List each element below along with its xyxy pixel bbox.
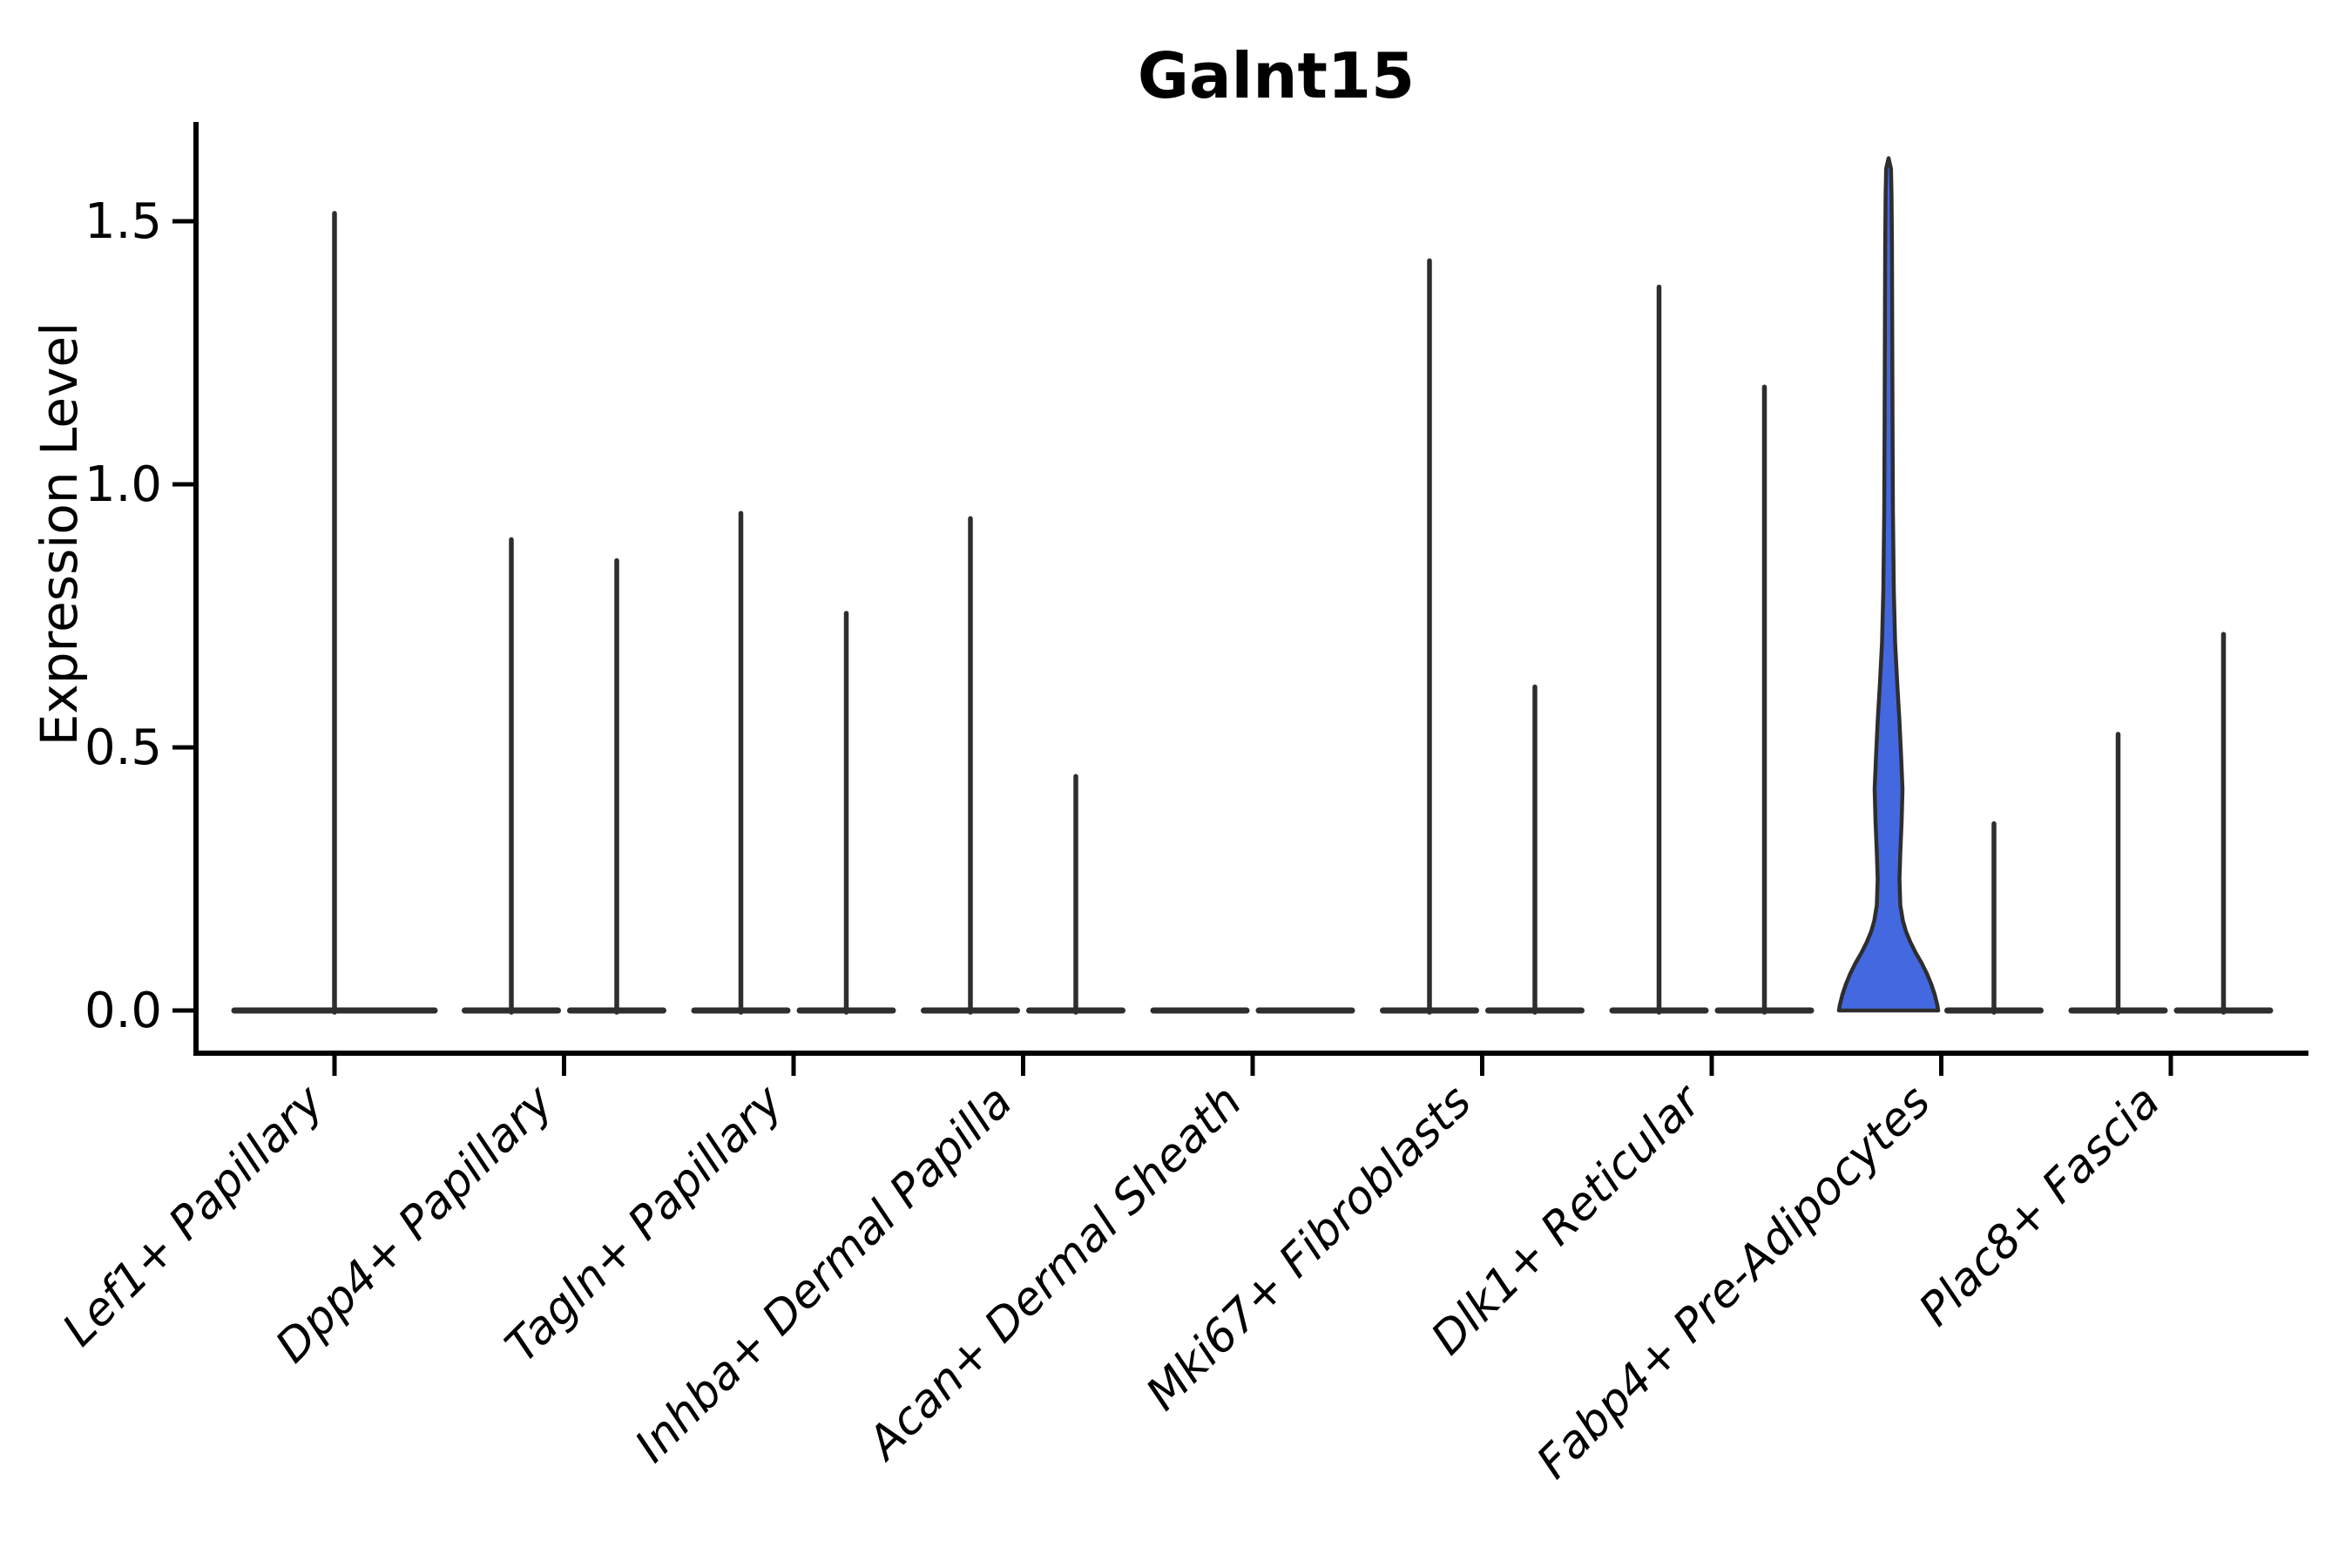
y-tick-label: 0.0 [84,983,162,1039]
y-axis-label: Expression Level [30,322,89,746]
violin [1026,774,1125,1015]
y-tick-label: 0.5 [84,720,162,776]
violin [231,211,438,1015]
violin [567,558,666,1015]
violin [1485,684,1585,1015]
violin [796,611,896,1015]
violin [2173,632,2274,1015]
x-tick-label: Acan+ Dermal Sheath [856,1076,1252,1471]
plot-title: Galnt15 [1138,39,1415,112]
violin-body-filled [1836,156,1941,1013]
violin [1944,821,2044,1015]
x-tick-label: Inhba+ Dermal Papilla [625,1076,1023,1473]
violin [462,537,561,1015]
violin [691,510,791,1015]
x-tick-label: Plac8+ Fascia [1909,1076,2170,1336]
violin [2068,732,2168,1015]
y-axis-ticks: 0.0 0.5 1.0 1.5 [84,193,196,1039]
violin [921,516,1020,1015]
x-tick-label: Fabp4+ Pre-Adipocytes [1527,1076,1941,1490]
violin [1714,384,1815,1015]
violin [1380,258,1479,1015]
y-tick-label: 1.0 [84,456,162,513]
y-tick-label: 1.5 [84,193,162,250]
violin [1609,284,1709,1015]
axes-spines [193,122,2308,1056]
violins-layer [231,156,2274,1015]
violin [1836,156,1941,1013]
